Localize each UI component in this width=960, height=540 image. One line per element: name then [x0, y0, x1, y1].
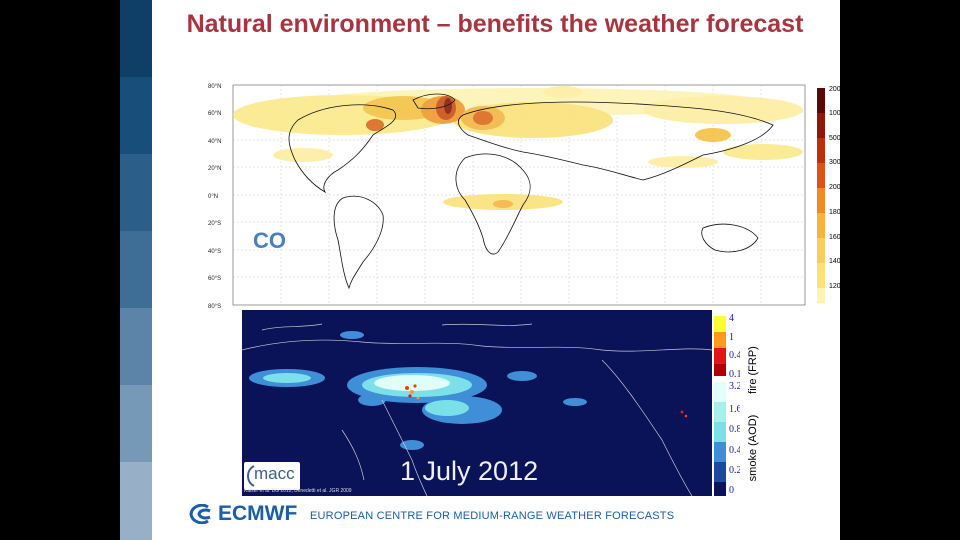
smoke-field	[249, 331, 587, 450]
slide-title: Natural environment – benefits the weath…	[186, 10, 804, 38]
lat-tick: 80°S	[208, 304, 221, 310]
colorbar-tick: 500	[829, 135, 840, 142]
ecmwf-logo: ECMWF	[188, 500, 297, 528]
colorbar-tick: 200	[829, 184, 840, 191]
decor-stripe	[120, 385, 152, 462]
lat-tick: 20°N	[208, 166, 221, 172]
reference-text: Kaiser et al. BG 2012, Benedetti et al. …	[244, 488, 352, 494]
decor-stripe	[120, 308, 152, 385]
decor-stripe	[120, 462, 152, 540]
lat-tick: 40°N	[208, 139, 221, 145]
smoke-axis-title: smoke (AOD)	[747, 415, 759, 482]
colorbar-tick: 300	[829, 159, 840, 166]
lat-tick: 20°S	[208, 221, 221, 227]
co-field	[233, 86, 803, 210]
fire-tick: 0.4	[729, 350, 740, 361]
decor-stripe	[120, 154, 152, 231]
smoke-fire-colorbars: 4 1 0.4 0.1 3.2 1.6 0.8 0.4 0.2 0	[714, 313, 740, 496]
macc-logo-text: macc	[254, 464, 295, 483]
macc-logo-icon	[247, 465, 255, 487]
fire-axis-title: fire (FRP)	[747, 346, 759, 394]
decor-stripe	[120, 77, 152, 154]
fire-tick: 1	[729, 332, 734, 343]
date-label: 1 July 2012	[400, 456, 539, 486]
coastlines	[288, 93, 774, 290]
co-lat-ticks: 80°N 60°N 40°N 20°N 0°N 20°S 40°S 60°S 8…	[208, 84, 221, 310]
colorbar-tick: 120	[829, 283, 840, 290]
slide: Natural environment – benefits the weath…	[120, 0, 840, 540]
colorbar-tick: 140	[829, 258, 840, 265]
co-colorbar: 2000 1000 500 300 200 180 160 140 120	[817, 86, 840, 303]
fire-tick: 0.1	[729, 369, 740, 380]
smoke-tick: 1.6	[729, 404, 740, 415]
smoke-tick: 3.2	[729, 381, 740, 392]
co-label: CO	[253, 228, 286, 253]
co-world-map: 80°N 60°N 40°N 20°N 0°N 20°S 40°S 60°S 8…	[208, 84, 840, 310]
lat-tick: 60°N	[208, 111, 221, 117]
lat-tick: 40°S	[208, 249, 221, 255]
smoke-tick: 0	[729, 485, 734, 496]
smoke-tick: 0.8	[729, 424, 740, 435]
coastlines	[242, 323, 713, 496]
macc-logo: macc	[244, 462, 300, 490]
ecmwf-wordmark: ECMWF	[218, 502, 298, 525]
smoke-tick: 0.4	[729, 445, 740, 456]
colorbar-axis-titles: fire (FRP) smoke (AOD)	[747, 346, 759, 482]
smoke-fire-map: 4 1 0.4 0.1 3.2 1.6 0.8 0.4 0.2 0	[242, 310, 740, 496]
ecmwf-full-name: EUROPEAN CENTRE FOR MEDIUM-RANGE WEATHER…	[310, 510, 675, 522]
ecmwf-logo-icon	[189, 504, 211, 524]
colorbar-tick: 1000	[829, 110, 840, 117]
smoke-tick: 0.2	[729, 465, 740, 476]
decor-stripe	[120, 231, 152, 308]
lat-tick: 80°N	[208, 84, 221, 90]
colorbar-tick: 180	[829, 209, 840, 216]
fire-tick: 4	[729, 313, 734, 324]
colorbar-tick: 2000	[829, 86, 840, 93]
lat-tick: 60°S	[208, 276, 221, 282]
fire-points	[405, 384, 688, 418]
colorbar-tick: 160	[829, 234, 840, 241]
decor-stripe	[120, 0, 152, 77]
lat-tick: 0°N	[208, 194, 218, 200]
